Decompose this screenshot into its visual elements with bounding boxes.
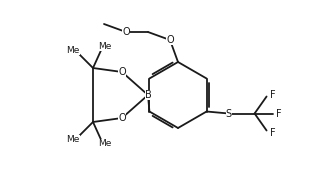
Text: Me: Me	[66, 46, 80, 55]
Text: Me: Me	[66, 135, 80, 144]
Text: O: O	[122, 27, 130, 37]
Text: Me: Me	[98, 42, 112, 51]
Text: F: F	[270, 127, 275, 138]
Text: S: S	[225, 109, 232, 118]
Text: O: O	[166, 35, 174, 45]
Text: Me: Me	[98, 139, 112, 148]
Text: F: F	[276, 109, 281, 118]
Text: O: O	[118, 113, 126, 123]
Text: O: O	[118, 67, 126, 77]
Text: F: F	[270, 89, 275, 100]
Text: B: B	[145, 90, 151, 100]
